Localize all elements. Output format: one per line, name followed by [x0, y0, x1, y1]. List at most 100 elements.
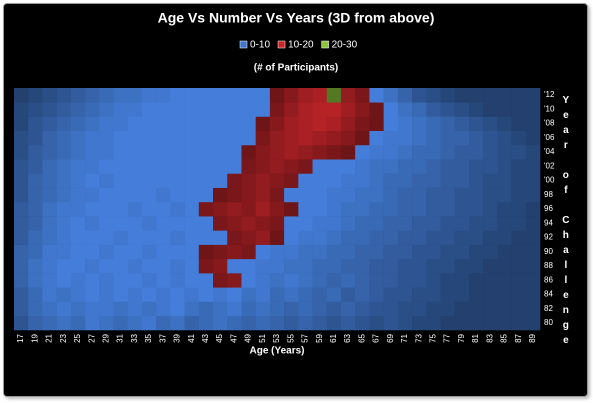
- surface-cell: [255, 315, 271, 331]
- surface-cell: [426, 287, 441, 302]
- surface-cell: [326, 273, 342, 288]
- surface-cell: [383, 88, 399, 103]
- surface-cell: [28, 301, 43, 317]
- surface-cell: [184, 287, 200, 302]
- surface-cell: [369, 301, 384, 317]
- surface-cell: [355, 216, 370, 231]
- surface-cell: [28, 244, 43, 260]
- surface-cell: [184, 102, 200, 117]
- surface-cell: [99, 273, 114, 288]
- surface-cell: [511, 216, 527, 231]
- surface-cell: [397, 187, 413, 203]
- surface-cell: [70, 88, 86, 103]
- surface-cell: [454, 88, 470, 103]
- surface-cell: [312, 201, 328, 217]
- surface-cell: [241, 187, 256, 203]
- surface-cell: [42, 273, 57, 288]
- surface-cell: [511, 287, 527, 302]
- surface-cell: [156, 315, 171, 331]
- surface-cell: [340, 258, 356, 274]
- surface-cell: [454, 301, 470, 317]
- surface-cell: [284, 88, 299, 103]
- surface-cell: [511, 130, 527, 146]
- surface-cell: [241, 130, 256, 146]
- x-tick-label: 49: [244, 333, 253, 342]
- surface-cell: [42, 159, 57, 174]
- surface-cell: [397, 315, 413, 331]
- surface-cell: [511, 144, 527, 160]
- surface-cell: [113, 173, 129, 188]
- surface-cell: [141, 273, 157, 288]
- surface-cell: [269, 244, 285, 260]
- surface-cell: [184, 173, 200, 188]
- surface-cell: [412, 230, 427, 245]
- surface-cell: [412, 187, 427, 203]
- surface-cell: [198, 144, 214, 160]
- surface-cell: [227, 301, 242, 317]
- surface-cell: [468, 88, 484, 103]
- surface-cell: [397, 159, 413, 174]
- surface-cell: [511, 187, 527, 203]
- surface-cell: [355, 88, 370, 103]
- surface-cell: [184, 144, 200, 160]
- surface-cell: [213, 287, 228, 302]
- x-tick-label: 47: [229, 333, 238, 342]
- x-tick-label: 75: [428, 333, 437, 342]
- surface-cell: [227, 258, 242, 274]
- surface-cell: [468, 258, 484, 274]
- surface-cell: [298, 144, 313, 160]
- surface-cell: [85, 159, 100, 174]
- surface-cell: [483, 116, 498, 132]
- surface-cell: [255, 159, 271, 174]
- surface-cell: [28, 159, 43, 174]
- surface-cell: [426, 88, 441, 103]
- surface-cell: [56, 301, 72, 317]
- surface-cell: [170, 273, 185, 288]
- surface-cell: [56, 244, 72, 260]
- surface-cell: [284, 287, 299, 302]
- y-tick-label: '08: [544, 119, 555, 128]
- surface-cell: [454, 116, 470, 132]
- surface-cell: [85, 216, 100, 231]
- surface-cell: [14, 301, 29, 317]
- surface-cell: [468, 287, 484, 302]
- surface-cell: [156, 230, 171, 245]
- surface-cell: [511, 102, 527, 117]
- surface-cell: [284, 258, 299, 274]
- x-tick-label: 73: [414, 333, 423, 342]
- surface-cell: [426, 102, 441, 117]
- surface-cell: [127, 258, 143, 274]
- surface-cell: [326, 244, 342, 260]
- x-tick-label: 19: [30, 333, 39, 342]
- x-tick-label: 45: [215, 333, 224, 342]
- surface-cell: [497, 159, 512, 174]
- surface-cell: [312, 273, 328, 288]
- surface-cell: [383, 216, 399, 231]
- surface-cell: [56, 173, 72, 188]
- surface-cell: [426, 116, 441, 132]
- surface-cell: [511, 116, 527, 132]
- surface-cell: [70, 130, 86, 146]
- surface-cell: [70, 201, 86, 217]
- surface-cell: [156, 116, 171, 132]
- y-tick-label: '02: [544, 161, 555, 170]
- surface-cell: [198, 244, 214, 260]
- surface-cell: [113, 287, 129, 302]
- surface-cell: [255, 258, 271, 274]
- surface-cell: [14, 216, 29, 231]
- surface-cell: [355, 273, 370, 288]
- surface-cell: [511, 230, 527, 245]
- surface-cell: [468, 216, 484, 231]
- surface-cell: [312, 287, 328, 302]
- surface-cell: [241, 287, 256, 302]
- x-tick-label: 51: [258, 333, 267, 342]
- surface-cell: [42, 130, 57, 146]
- surface-cell: [255, 244, 271, 260]
- surface-cell: [85, 116, 100, 132]
- surface-cell: [426, 301, 441, 317]
- surface-cell: [468, 116, 484, 132]
- surface-cell: [113, 301, 129, 317]
- x-tick-label: 59: [315, 333, 324, 342]
